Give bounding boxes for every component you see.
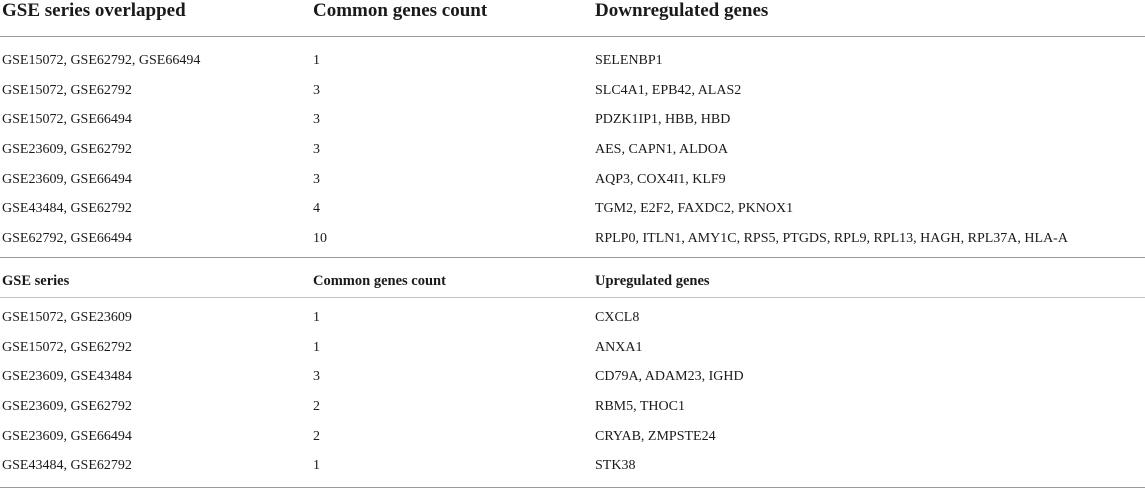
gse-series-cell: GSE23609, GSE66494 <box>2 428 132 444</box>
genes-cell: RBM5, THOC1 <box>595 398 685 414</box>
table-row: GSE43484, GSE62792 4 TGM2, E2F2, FAXDC2,… <box>0 194 1145 224</box>
gse-series-cell: GSE43484, GSE62792 <box>2 458 132 474</box>
table-row: GSE23609, GSE62792 3 AES, CAPN1, ALDOA <box>0 135 1145 165</box>
gse-series-cell: GSE15072, GSE62792, GSE66494 <box>2 53 201 68</box>
downregulated-header-row: GSE series overlapped Common genes count… <box>0 0 1145 24</box>
gse-series-cell: GSE15072, GSE66494 <box>2 112 132 128</box>
table-row: GSE23609, GSE43484 3 CD79A, ADAM23, IGHD <box>0 362 1145 392</box>
genes-cell: ANXA1 <box>595 339 643 355</box>
gse-series-cell: GSE23609, GSE43484 <box>2 369 132 385</box>
table-row: GSE43484, GSE62792 1 STK38 <box>0 451 1145 481</box>
common-genes-count-cell: 2 <box>313 398 320 414</box>
header-divider <box>0 36 1145 37</box>
genes-cell: RPLP0, ITLN1, AMY1C, RPS5, PTGDS, RPL9, … <box>595 231 1068 247</box>
table-row: GSE23609, GSE66494 3 AQP3, COX4I1, KLF9 <box>0 165 1145 195</box>
section-divider <box>0 256 1145 258</box>
common-genes-count-cell: 2 <box>313 428 320 444</box>
table-row: GSE15072, GSE62792 3 SLC4A1, EPB42, ALAS… <box>0 76 1145 106</box>
gse-series-cell: GSE15072, GSE62792 <box>2 82 132 98</box>
column-header-common-genes-count: Common genes count <box>313 0 488 21</box>
table-row: GSE62792, GSE66494 10 RPLP0, ITLN1, AMY1… <box>0 224 1145 254</box>
genes-cell: STK38 <box>595 458 636 474</box>
common-genes-count-cell: 3 <box>313 171 320 187</box>
column-header-gse-series: GSE series <box>2 272 70 289</box>
table-row: GSE15072, GSE62792 1 ANXA1 <box>0 333 1145 363</box>
genes-cell: TGM2, E2F2, FAXDC2, PKNOX1 <box>595 201 794 217</box>
common-genes-count-cell: 3 <box>313 112 320 128</box>
gse-series-cell: GSE23609, GSE62792 <box>2 142 132 158</box>
common-genes-count-cell: 10 <box>313 231 327 247</box>
table-row: GSE23609, GSE66494 2 CRYAB, ZMPSTE24 <box>0 422 1145 452</box>
common-genes-count-cell: 1 <box>313 309 320 325</box>
genes-cell: SLC4A1, EPB42, ALAS2 <box>595 82 742 98</box>
gse-series-cell: GSE15072, GSE62792 <box>2 339 132 355</box>
common-genes-count-cell: 3 <box>313 369 320 385</box>
genes-cell: PDZK1IP1, HBB, HBD <box>595 112 731 128</box>
common-genes-count-cell: 1 <box>313 339 320 355</box>
column-header-common-genes-count: Common genes count <box>313 272 446 289</box>
gse-series-cell: GSE43484, GSE62792 <box>2 201 132 217</box>
gse-series-cell: GSE15072, GSE23609 <box>2 309 132 325</box>
genes-cell: CXCL8 <box>595 309 640 325</box>
genes-cell: CD79A, ADAM23, IGHD <box>595 369 744 385</box>
table-row: GSE15072, GSE62792, GSE66494 1 SELENBP1 <box>0 46 1145 76</box>
column-header-upregulated-genes: Upregulated genes <box>595 272 710 289</box>
table-bottom-rule <box>0 486 1145 488</box>
table-row: GSE23609, GSE62792 2 RBM5, THOC1 <box>0 392 1145 422</box>
column-header-gse-series-overlapped: GSE series overlapped <box>2 0 186 21</box>
common-genes-count-cell: 1 <box>313 458 320 474</box>
subheader-divider <box>0 296 1145 298</box>
genes-cell: SELENBP1 <box>595 53 663 68</box>
common-genes-count-cell: 4 <box>313 201 320 217</box>
table-row: GSE15072, GSE66494 3 PDZK1IP1, HBB, HBD <box>0 105 1145 135</box>
common-genes-count-cell: 3 <box>313 142 320 158</box>
gse-series-cell: GSE23609, GSE66494 <box>2 171 132 187</box>
genes-cell: AQP3, COX4I1, KLF9 <box>595 171 726 187</box>
column-header-downregulated-genes: Downregulated genes <box>595 0 769 21</box>
gse-series-cell: GSE62792, GSE66494 <box>2 231 132 247</box>
common-genes-count-cell: 3 <box>313 82 320 98</box>
common-genes-count-cell: 1 <box>313 53 320 68</box>
upregulated-header-row: GSE series Common genes count Upregulate… <box>0 258 1145 297</box>
table-row: GSE15072, GSE23609 1 CXCL8 <box>0 303 1145 333</box>
gse-series-cell: GSE23609, GSE62792 <box>2 398 132 414</box>
genes-cell: AES, CAPN1, ALDOA <box>595 142 729 158</box>
genes-cell: CRYAB, ZMPSTE24 <box>595 428 716 444</box>
